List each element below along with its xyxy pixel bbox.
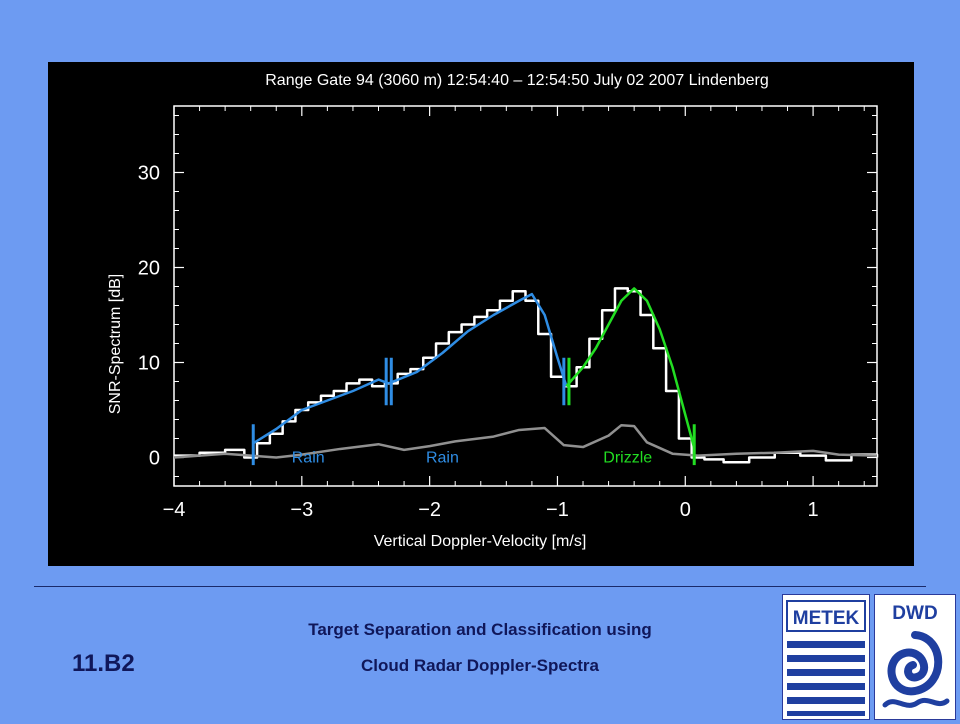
x-tick-label: −2 — [418, 499, 441, 521]
class-annotation: Rain — [292, 449, 325, 466]
chart-title: Range Gate 94 (3060 m) 12:54:40 – 12:54:… — [265, 72, 768, 89]
rain-fit-line-1 — [252, 378, 390, 445]
plot-frame — [173, 105, 878, 487]
dwd-logo: DWD — [874, 594, 956, 720]
y-tick-label: 30 — [138, 163, 160, 185]
slide-id: 11.B2 — [72, 650, 135, 677]
y-tick-label: 20 — [138, 258, 160, 280]
footer-divider — [34, 586, 926, 587]
x-tick-label: −1 — [546, 499, 569, 521]
class-annotation: Rain — [426, 449, 459, 466]
x-tick-label: −3 — [290, 499, 313, 521]
noise-line — [173, 423, 878, 459]
footer-title-line-1: Target Separation and Classification usi… — [308, 620, 652, 639]
y-axis-label: SNR-Spectrum [dB] — [107, 274, 124, 414]
x-axis-label: Vertical Doppler-Velocity [m/s] — [374, 533, 587, 550]
drizzle-fit-line — [565, 287, 696, 449]
dwd-logo-text: DWD — [892, 603, 937, 624]
metek-logo: METEK — [782, 594, 870, 720]
plot-panel: Range Gate 94 (3060 m) 12:54:40 – 12:54:… — [48, 62, 914, 566]
spectrum-step-line — [174, 287, 879, 464]
x-tick-label: 1 — [808, 499, 819, 521]
class-annotation: Drizzle — [603, 449, 652, 466]
y-tick-label: 0 — [149, 448, 160, 470]
y-tick-label: 10 — [138, 353, 160, 375]
rain-fit-line-2 — [388, 292, 568, 387]
x-tick-label: 0 — [680, 499, 691, 521]
metek-logo-text: METEK — [793, 608, 860, 629]
footer-title-line-2: Cloud Radar Doppler-Spectra — [360, 656, 600, 675]
x-tick-label: −4 — [163, 499, 186, 521]
spectrum-chart: Range Gate 94 (3060 m) 12:54:40 – 12:54:… — [107, 72, 879, 550]
